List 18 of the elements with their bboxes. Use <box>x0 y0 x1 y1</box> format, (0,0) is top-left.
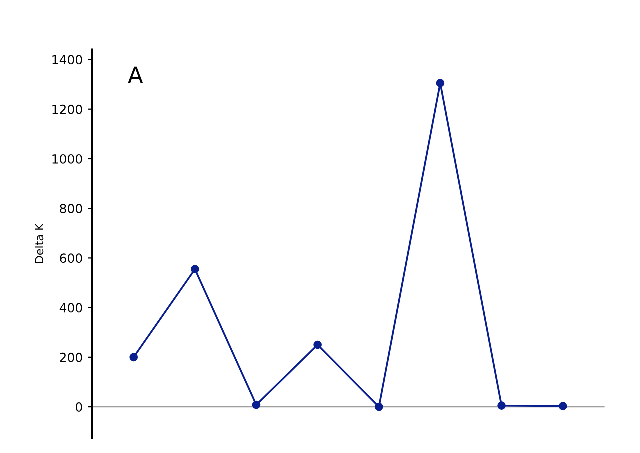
y-tick-label: 200 <box>60 352 82 362</box>
y-tick-label: 800 <box>60 204 82 214</box>
y-tick-label: 1400 <box>52 55 82 65</box>
point <box>498 402 506 410</box>
y-axis-title: Delta K <box>35 223 44 264</box>
point <box>252 400 261 410</box>
point <box>130 353 138 362</box>
y-tick-label: 400 <box>60 303 82 313</box>
y-tick-label: 1000 <box>52 154 82 164</box>
point <box>374 402 384 412</box>
y-tick-label: 0 <box>76 402 82 412</box>
point <box>558 402 568 410</box>
y-tick-label: 1200 <box>52 104 82 114</box>
point <box>436 79 445 88</box>
text: A <box>128 66 144 84</box>
point <box>191 265 200 274</box>
y-tick-label: 600 <box>60 254 82 264</box>
point <box>314 340 322 350</box>
